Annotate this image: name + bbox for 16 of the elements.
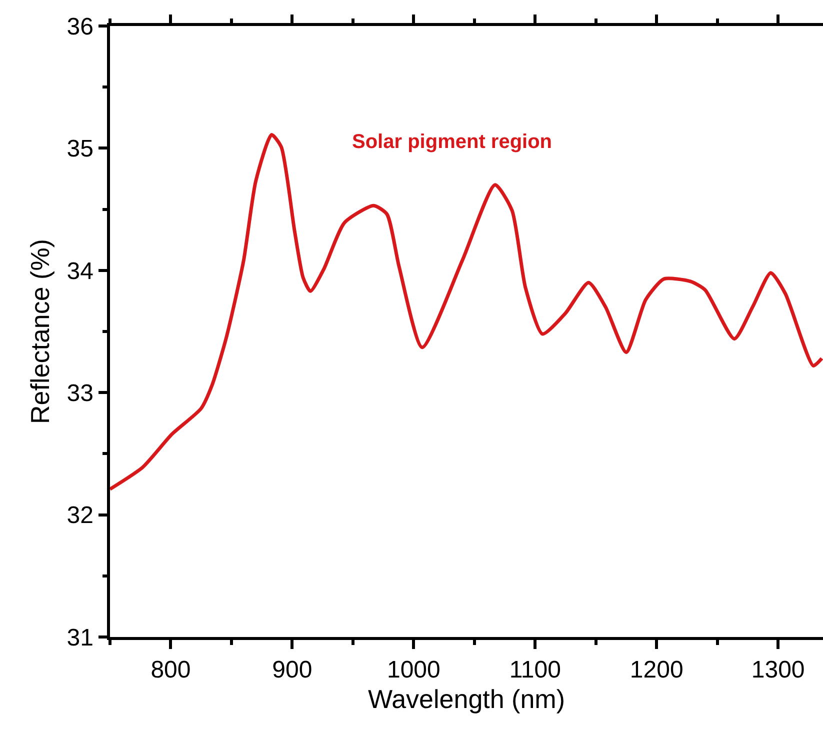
- x-tick-label: 1300: [751, 656, 805, 684]
- x-tick-label: 900: [272, 656, 312, 684]
- y-tick-label: 33: [66, 380, 94, 407]
- y-tick-label: 32: [66, 502, 94, 530]
- y-tick-label: 36: [66, 13, 94, 40]
- x-tick-label: 1100: [509, 656, 561, 684]
- y-tick-label: 35: [66, 136, 94, 163]
- x-tick-label: 800: [150, 656, 191, 684]
- y-tick-label: 34: [66, 258, 94, 285]
- y-axis-title: Reflectance (%): [25, 239, 56, 424]
- annotation: Solar pigment region: [352, 131, 552, 153]
- x-axis-title: Wavelength (nm): [368, 684, 565, 714]
- x-tick-label: 1000: [386, 656, 440, 684]
- y-tick-label: 31: [66, 624, 94, 652]
- x-tick-label: 1200: [630, 656, 684, 684]
- line-series: [110, 133, 823, 491]
